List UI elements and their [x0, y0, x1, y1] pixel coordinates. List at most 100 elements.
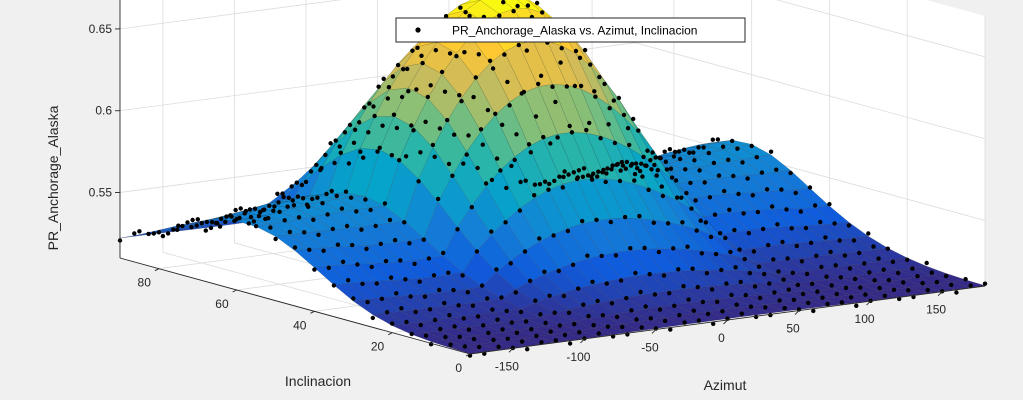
data-point — [357, 120, 362, 125]
data-point — [596, 331, 601, 336]
data-point — [799, 259, 805, 264]
data-point — [604, 171, 609, 176]
data-point — [343, 189, 349, 194]
data-point — [683, 167, 688, 172]
data-point — [572, 321, 577, 327]
data-point — [355, 262, 360, 267]
data-point — [617, 178, 623, 184]
data-point — [525, 347, 530, 352]
data-point — [392, 237, 398, 243]
data-point — [505, 79, 510, 85]
data-point — [722, 188, 727, 194]
data-point — [477, 344, 482, 350]
data-point — [556, 268, 561, 274]
data-point — [885, 246, 890, 251]
surface-patch — [667, 222, 703, 252]
data-point — [238, 206, 243, 211]
x-tick-label: -50 — [641, 340, 659, 354]
data-point — [567, 341, 573, 346]
surface-patch — [523, 86, 558, 140]
data-point — [710, 137, 715, 142]
data-point — [452, 132, 457, 137]
data-point — [291, 203, 297, 208]
data-point — [567, 123, 572, 129]
surface-patch — [793, 299, 828, 309]
data-point — [858, 285, 863, 290]
surface-patch — [465, 0, 500, 24]
data-point — [755, 209, 761, 215]
data-point — [628, 246, 633, 251]
data-point — [596, 169, 601, 174]
data-point — [410, 48, 415, 53]
data-point — [895, 270, 901, 276]
data-point — [464, 152, 469, 157]
data-point — [601, 167, 606, 173]
data-point — [409, 123, 414, 128]
data-point — [736, 191, 741, 197]
data-point — [458, 5, 463, 10]
data-point — [696, 145, 701, 150]
data-point — [442, 89, 448, 94]
data-point — [610, 163, 615, 168]
data-point — [771, 257, 776, 262]
data-point — [459, 99, 464, 104]
data-point — [576, 168, 582, 173]
data-point — [452, 324, 457, 329]
data-point — [774, 167, 779, 172]
data-point — [548, 329, 553, 334]
data-point — [794, 243, 799, 249]
data-point — [423, 333, 429, 338]
data-point — [358, 149, 363, 154]
data-point — [711, 321, 716, 326]
surface-patch — [654, 290, 690, 306]
data-point — [620, 163, 626, 168]
data-point — [672, 303, 677, 308]
data-point — [536, 81, 541, 87]
data-point — [833, 263, 838, 268]
surface-patch — [883, 269, 918, 280]
data-point — [627, 142, 632, 148]
data-point — [589, 174, 594, 179]
data-point — [750, 193, 755, 198]
data-point — [189, 224, 194, 230]
data-point — [643, 304, 648, 309]
y-tick-label: 60 — [215, 297, 229, 311]
data-point — [532, 182, 538, 187]
data-point — [502, 52, 507, 57]
data-point — [804, 271, 810, 277]
legend[interactable]: PR_Anchorage_Alaska vs. Azimut, Inclinac… — [395, 17, 746, 43]
data-point — [691, 308, 696, 313]
data-point — [689, 206, 694, 211]
surface-patch — [446, 97, 482, 153]
data-point — [497, 13, 502, 18]
data-point — [642, 245, 647, 251]
data-point — [747, 270, 753, 276]
data-point — [537, 236, 542, 241]
data-point — [551, 233, 556, 238]
data-point — [474, 249, 480, 254]
tick-labels: -150 -100 -50 0 50 100 150 0 20 40 60 80 0.55 0.6 0.65 — [89, 22, 947, 375]
data-point — [629, 161, 635, 167]
data-point — [595, 174, 600, 179]
data-point — [727, 207, 732, 212]
data-point — [726, 157, 731, 162]
data-point — [522, 249, 528, 254]
data-point — [509, 320, 514, 325]
data-point — [330, 226, 335, 232]
x-tick — [580, 338, 585, 344]
data-point — [390, 321, 395, 326]
surface-patch — [710, 234, 746, 259]
data-point — [208, 225, 214, 231]
data-point — [416, 179, 421, 184]
data-point — [806, 300, 811, 306]
data-point — [882, 293, 888, 298]
data-point — [388, 275, 394, 280]
data-point — [334, 193, 339, 199]
back-pane-azimut — [635, 0, 985, 286]
data-point — [586, 313, 591, 319]
data-point — [925, 287, 930, 293]
data-point — [323, 152, 328, 158]
data-point — [592, 89, 597, 94]
data-point — [501, 0, 506, 5]
